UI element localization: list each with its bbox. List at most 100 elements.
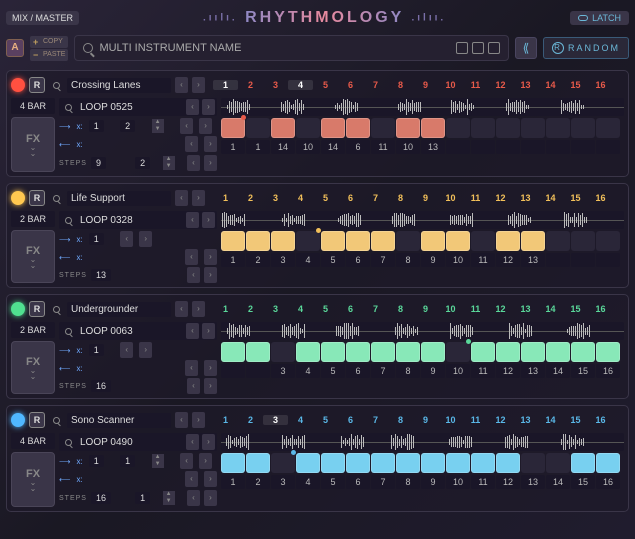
step-label[interactable]: 6 bbox=[346, 364, 370, 378]
step-number[interactable]: 12 bbox=[488, 193, 513, 203]
step-label[interactable]: 2 bbox=[246, 475, 270, 489]
step-label[interactable] bbox=[571, 253, 595, 267]
step-number[interactable]: 13 bbox=[513, 304, 538, 314]
step-label[interactable] bbox=[596, 253, 620, 267]
step-number[interactable]: 6 bbox=[338, 193, 363, 203]
step-label[interactable]: 9 bbox=[421, 253, 445, 267]
step-cell[interactable] bbox=[421, 342, 445, 362]
step-number[interactable]: 16 bbox=[588, 415, 613, 425]
loop-selector[interactable]: LOOP 0328‹› bbox=[59, 211, 217, 229]
step-label[interactable]: 16 bbox=[596, 364, 620, 378]
step-label[interactable]: 3 bbox=[271, 364, 295, 378]
step-cell[interactable] bbox=[446, 118, 470, 138]
step-number[interactable]: 3 bbox=[263, 80, 288, 90]
copy-button[interactable]: +COPY bbox=[30, 36, 68, 48]
step-cell[interactable] bbox=[571, 453, 595, 473]
step-number[interactable]: 4 bbox=[288, 304, 313, 314]
step-number[interactable]: 11 bbox=[463, 80, 488, 90]
save-icon[interactable] bbox=[472, 42, 484, 54]
step-cell[interactable] bbox=[596, 342, 620, 362]
step-number[interactable]: 15 bbox=[563, 80, 588, 90]
step-cell[interactable] bbox=[346, 231, 370, 251]
next-loop-button[interactable]: › bbox=[202, 99, 215, 115]
step-label[interactable]: 8 bbox=[396, 253, 420, 267]
step-cell[interactable] bbox=[571, 118, 595, 138]
loop-selector[interactable]: LOOP 0525‹› bbox=[59, 98, 217, 116]
ctrl-prev[interactable]: ‹ bbox=[180, 453, 193, 469]
step-number[interactable]: 11 bbox=[463, 304, 488, 314]
next-loop-button[interactable]: › bbox=[202, 323, 215, 339]
folder-icon[interactable] bbox=[488, 42, 500, 54]
step-cell[interactable] bbox=[471, 231, 495, 251]
ctrl2-prev[interactable]: ‹ bbox=[185, 360, 198, 376]
step-label[interactable]: 4 bbox=[296, 475, 320, 489]
step-number[interactable]: 2 bbox=[238, 304, 263, 314]
step-cell[interactable] bbox=[221, 118, 245, 138]
step-number[interactable]: 12 bbox=[488, 80, 513, 90]
step-label[interactable]: 14 bbox=[271, 140, 295, 154]
step-cell[interactable] bbox=[346, 342, 370, 362]
step-cell[interactable] bbox=[396, 118, 420, 138]
step-cell[interactable] bbox=[546, 231, 570, 251]
ctrl-prev[interactable]: ‹ bbox=[120, 231, 133, 247]
step-cell[interactable] bbox=[371, 231, 395, 251]
step-number[interactable]: 1 bbox=[213, 415, 238, 425]
steps-val2[interactable]: 1 bbox=[135, 492, 150, 504]
steps-next[interactable]: › bbox=[204, 267, 217, 283]
step-cell[interactable] bbox=[321, 342, 345, 362]
step-label[interactable]: 7 bbox=[371, 475, 395, 489]
ctrl-next[interactable]: › bbox=[139, 231, 152, 247]
track-led[interactable] bbox=[11, 302, 25, 316]
next-loop-button[interactable]: › bbox=[202, 212, 215, 228]
step-number[interactable]: 9 bbox=[413, 415, 438, 425]
step-number[interactable]: 16 bbox=[588, 193, 613, 203]
step-label[interactable]: 10 bbox=[446, 253, 470, 267]
step-label[interactable] bbox=[496, 140, 520, 154]
fx-button[interactable]: FX⌄⌄ bbox=[11, 117, 55, 172]
step-number[interactable]: 1 bbox=[213, 80, 238, 90]
track-random-button[interactable]: R bbox=[29, 77, 45, 93]
loop-selector[interactable]: LOOP 0063‹› bbox=[59, 322, 217, 340]
ctrl2-prev[interactable]: ‹ bbox=[185, 471, 198, 487]
fx-button[interactable]: FX⌄⌄ bbox=[11, 230, 55, 283]
step-cell[interactable] bbox=[496, 453, 520, 473]
steps-next[interactable]: › bbox=[204, 490, 217, 506]
step-label[interactable]: 5 bbox=[321, 475, 345, 489]
steps-prev[interactable]: ‹ bbox=[187, 155, 200, 171]
next-loop-button[interactable]: › bbox=[202, 434, 215, 450]
step-number[interactable]: 10 bbox=[438, 193, 463, 203]
ctrl2-prev[interactable]: ‹ bbox=[185, 136, 198, 152]
steps-stepper[interactable]: ▲▼ bbox=[163, 156, 175, 170]
step-cell[interactable] bbox=[571, 342, 595, 362]
step-cell[interactable] bbox=[496, 342, 520, 362]
step-label[interactable]: 14 bbox=[546, 475, 570, 489]
step-cell[interactable] bbox=[446, 453, 470, 473]
track-name[interactable]: Sono Scanner bbox=[67, 413, 171, 428]
next-preset-button[interactable]: › bbox=[192, 77, 205, 93]
next-preset-button[interactable]: › bbox=[192, 301, 205, 317]
step-label[interactable]: 12 bbox=[496, 475, 520, 489]
step-cell[interactable] bbox=[246, 342, 270, 362]
step-label[interactable] bbox=[546, 140, 570, 154]
step-cell[interactable] bbox=[446, 231, 470, 251]
step-cell[interactable] bbox=[421, 231, 445, 251]
step-number[interactable]: 16 bbox=[588, 80, 613, 90]
step-cell[interactable] bbox=[221, 453, 245, 473]
step-label[interactable]: 10 bbox=[446, 364, 470, 378]
prev-loop-button[interactable]: ‹ bbox=[186, 434, 199, 450]
step-number[interactable]: 15 bbox=[563, 193, 588, 203]
prev-preset-button[interactable]: ‹ bbox=[175, 412, 188, 428]
step-cell[interactable] bbox=[546, 453, 570, 473]
step-number[interactable]: 14 bbox=[538, 193, 563, 203]
track-search-icon[interactable] bbox=[49, 78, 63, 92]
step-label[interactable]: 6 bbox=[346, 140, 370, 154]
step-number[interactable]: 12 bbox=[488, 304, 513, 314]
step-label[interactable] bbox=[446, 140, 470, 154]
file-icon[interactable] bbox=[456, 42, 468, 54]
step-label[interactable]: 9 bbox=[421, 475, 445, 489]
steps-prev[interactable]: ‹ bbox=[187, 267, 200, 283]
step-number[interactable]: 14 bbox=[538, 304, 563, 314]
step-number[interactable]: 7 bbox=[363, 193, 388, 203]
step-number[interactable]: 5 bbox=[313, 304, 338, 314]
step-number[interactable]: 10 bbox=[438, 304, 463, 314]
